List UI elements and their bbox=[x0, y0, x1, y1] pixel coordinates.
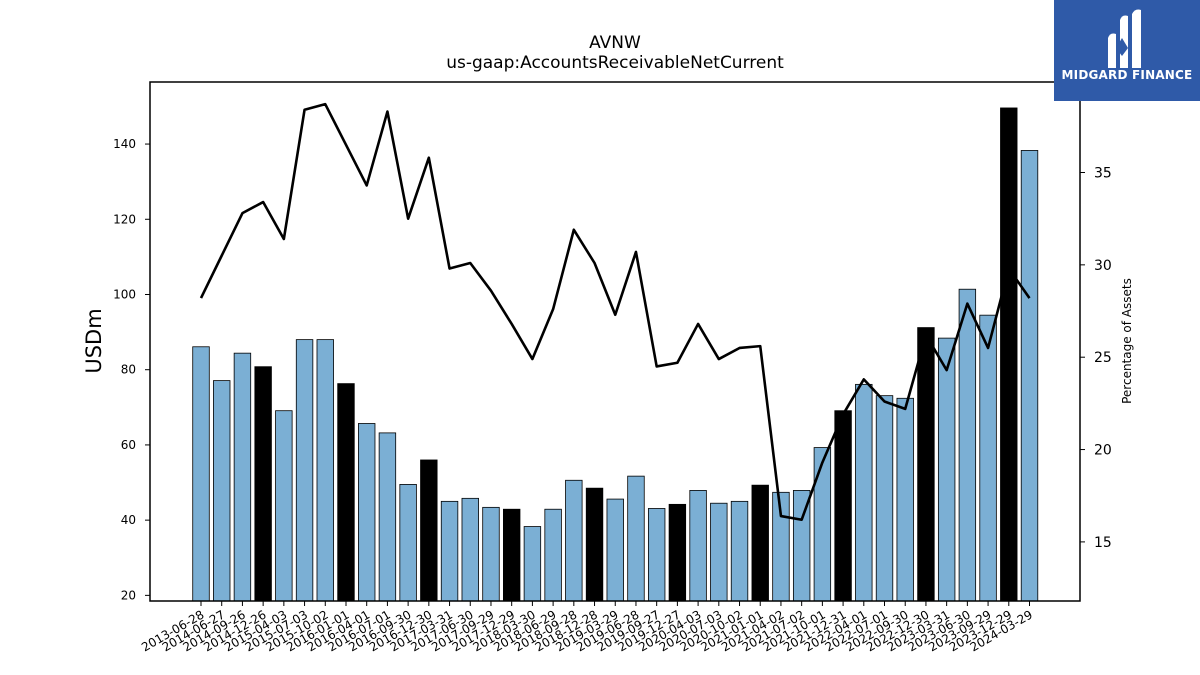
x-axis: 2013-06-282014-06-272014-09-262014-12-26… bbox=[139, 601, 1035, 654]
bar-2019-03-29 bbox=[606, 498, 624, 602]
bar-2022-04-01 bbox=[855, 383, 873, 602]
bar-2021-01-01 bbox=[751, 484, 769, 602]
bar-2023-12-29 bbox=[1000, 107, 1018, 602]
bar-2014-12-26 bbox=[254, 366, 272, 602]
bar-2016-01-01 bbox=[337, 383, 355, 602]
y2-tick-label: 25 bbox=[1094, 350, 1112, 366]
bar-2022-09-30 bbox=[896, 397, 914, 602]
bar-2017-09-29 bbox=[482, 506, 500, 602]
bar-2020-07-03 bbox=[710, 502, 728, 602]
bar-2021-12-31 bbox=[834, 410, 852, 602]
bar-2015-07-03 bbox=[295, 339, 314, 602]
y2-tick-label: 20 bbox=[1094, 443, 1112, 459]
bar-2017-03-31 bbox=[440, 500, 459, 602]
y-axis-left: 20 40 60 80 100 120 140 bbox=[113, 137, 150, 602]
bar-2018-03-30 bbox=[523, 526, 542, 602]
y-axis-label: USDm bbox=[82, 308, 106, 373]
bar-2019-09-27 bbox=[647, 508, 666, 602]
bar-2013-06-28 bbox=[192, 346, 210, 602]
y-axis-right: 15 20 25 30 35 bbox=[1080, 166, 1112, 551]
bar-group bbox=[192, 107, 1039, 602]
y-tick-label: 100 bbox=[113, 287, 136, 301]
bar-2019-12-27 bbox=[668, 503, 687, 602]
y2-tick-label: 30 bbox=[1094, 258, 1112, 274]
bar-2018-09-28 bbox=[565, 479, 583, 602]
bar-2020-04-03 bbox=[689, 490, 707, 602]
bar-2018-06-29 bbox=[544, 508, 562, 602]
bar-2015-04-03 bbox=[275, 410, 293, 602]
bar-2020-10-02 bbox=[730, 500, 749, 602]
y-tick-label: 20 bbox=[121, 588, 136, 602]
y-tick-label: 60 bbox=[121, 438, 136, 452]
bar-2024-03-29 bbox=[1020, 150, 1039, 602]
bar-2014-09-26 bbox=[233, 352, 252, 602]
bar-2022-12-30 bbox=[917, 327, 935, 602]
y-tick-label: 120 bbox=[113, 212, 136, 226]
midgard-finance-logo: MIDGARD FINANCE bbox=[1054, 0, 1200, 101]
bar-2019-06-28 bbox=[627, 475, 645, 602]
y-tick-label: 40 bbox=[121, 513, 136, 527]
percentage-line bbox=[199, 102, 1031, 522]
line-layer bbox=[199, 102, 1031, 522]
bar-2016-04-01 bbox=[358, 423, 376, 602]
bar-2017-12-29 bbox=[502, 508, 521, 602]
y-tick-label: 80 bbox=[121, 363, 136, 377]
bar-2023-03-31 bbox=[937, 337, 956, 602]
bar-2018-12-28 bbox=[585, 487, 604, 602]
bar-2023-06-30 bbox=[958, 288, 977, 602]
bar-2016-07-01 bbox=[378, 432, 397, 602]
y2-tick-label: 35 bbox=[1094, 166, 1112, 182]
bar-2021-10-01 bbox=[813, 447, 832, 602]
bar-2014-06-27 bbox=[213, 380, 231, 602]
y2-axis-label: Percentage of Assets bbox=[1120, 278, 1134, 404]
bar-2022-07-01 bbox=[875, 395, 894, 602]
chart-subtitle: us-gaap:AccountsReceivableNetCurrent bbox=[446, 53, 784, 73]
bar-2015-10-02 bbox=[316, 339, 334, 602]
y-tick-label: 140 bbox=[113, 137, 136, 151]
bar-2016-09-30 bbox=[399, 484, 417, 602]
logo-text: MIDGARD FINANCE bbox=[1061, 68, 1193, 82]
bar-2017-06-30 bbox=[461, 497, 479, 602]
bar-2023-09-29 bbox=[979, 314, 997, 602]
chart-title: AVNW bbox=[589, 33, 641, 53]
midgard-logo-icon bbox=[1108, 9, 1141, 68]
y2-tick-label: 15 bbox=[1094, 535, 1112, 551]
bar-2016-12-30 bbox=[420, 459, 438, 602]
